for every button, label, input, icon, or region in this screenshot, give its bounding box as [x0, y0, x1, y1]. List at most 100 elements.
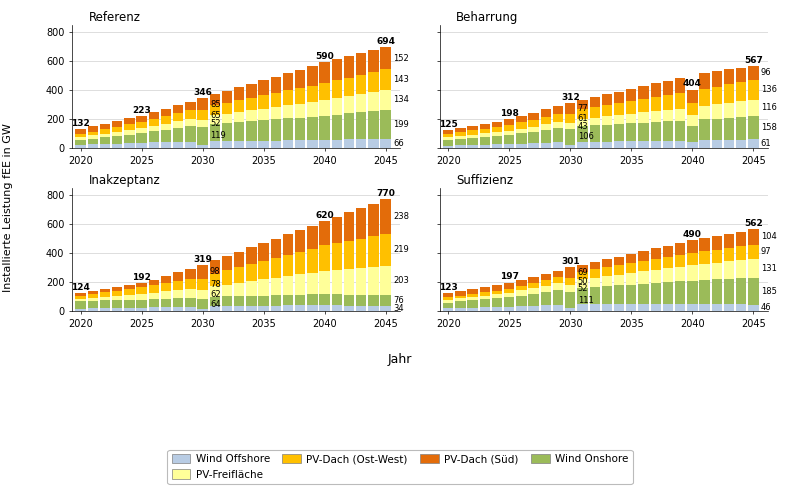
- Text: 52: 52: [578, 284, 588, 293]
- Bar: [75, 309, 86, 311]
- Bar: [614, 304, 624, 311]
- Bar: [332, 243, 342, 270]
- Bar: [198, 145, 208, 148]
- Bar: [381, 110, 391, 139]
- Bar: [332, 115, 342, 139]
- Bar: [467, 294, 478, 297]
- Bar: [185, 101, 195, 110]
- Bar: [650, 259, 661, 270]
- Bar: [344, 78, 354, 96]
- Text: 132: 132: [71, 119, 90, 128]
- Bar: [687, 281, 698, 304]
- Bar: [443, 140, 454, 146]
- Bar: [626, 285, 637, 304]
- Bar: [185, 110, 195, 119]
- Bar: [529, 132, 539, 143]
- Bar: [662, 304, 673, 311]
- Bar: [258, 295, 269, 306]
- Bar: [638, 123, 649, 141]
- Bar: [332, 305, 342, 311]
- Bar: [332, 294, 342, 305]
- Bar: [529, 126, 539, 132]
- Bar: [332, 270, 342, 294]
- Bar: [578, 100, 588, 110]
- Bar: [222, 296, 232, 306]
- Bar: [112, 144, 122, 148]
- Bar: [319, 246, 330, 271]
- Bar: [748, 66, 758, 80]
- Bar: [687, 240, 698, 253]
- Text: 490: 490: [683, 230, 702, 239]
- Bar: [614, 141, 624, 148]
- Bar: [222, 141, 232, 148]
- Bar: [675, 121, 686, 141]
- Bar: [504, 283, 514, 289]
- Bar: [455, 291, 466, 295]
- Bar: [381, 266, 391, 295]
- Bar: [516, 133, 526, 144]
- Bar: [270, 258, 281, 278]
- Bar: [699, 280, 710, 304]
- Bar: [736, 278, 746, 304]
- Bar: [149, 142, 159, 148]
- Bar: [356, 306, 366, 311]
- Bar: [173, 122, 183, 128]
- Bar: [455, 128, 466, 132]
- Bar: [662, 268, 673, 282]
- Bar: [319, 140, 330, 148]
- Bar: [638, 251, 649, 261]
- Bar: [480, 133, 490, 137]
- Bar: [590, 278, 600, 287]
- Bar: [748, 99, 758, 117]
- Bar: [492, 294, 502, 298]
- Bar: [699, 304, 710, 311]
- Bar: [748, 229, 758, 245]
- Text: 567: 567: [744, 56, 762, 65]
- Bar: [87, 139, 98, 144]
- Bar: [711, 280, 722, 304]
- Bar: [344, 294, 354, 306]
- Bar: [198, 299, 208, 309]
- Bar: [711, 249, 722, 262]
- Bar: [149, 119, 159, 126]
- Bar: [234, 267, 244, 283]
- Text: Suffizienz: Suffizienz: [456, 173, 514, 187]
- Bar: [234, 141, 244, 148]
- Bar: [443, 137, 454, 140]
- Bar: [136, 143, 146, 148]
- Bar: [295, 118, 306, 140]
- Bar: [136, 128, 146, 133]
- Bar: [185, 289, 195, 297]
- Bar: [307, 294, 318, 305]
- Text: 192: 192: [132, 273, 151, 282]
- Bar: [210, 124, 220, 141]
- Bar: [516, 144, 526, 148]
- Bar: [736, 101, 746, 117]
- Bar: [553, 277, 563, 283]
- Bar: [87, 131, 98, 135]
- Bar: [161, 142, 171, 148]
- Bar: [748, 278, 758, 304]
- Text: 319: 319: [193, 255, 212, 264]
- Bar: [75, 140, 86, 145]
- Text: 301: 301: [561, 257, 579, 266]
- Bar: [565, 114, 575, 123]
- Bar: [222, 256, 232, 270]
- Bar: [480, 295, 490, 299]
- Bar: [504, 293, 514, 297]
- Bar: [590, 262, 600, 270]
- Bar: [210, 105, 220, 115]
- Bar: [541, 143, 551, 148]
- Bar: [614, 256, 624, 265]
- Bar: [344, 212, 354, 241]
- Bar: [368, 204, 378, 236]
- Bar: [529, 306, 539, 311]
- Bar: [112, 136, 122, 144]
- Bar: [492, 127, 502, 132]
- Text: 119: 119: [210, 131, 226, 140]
- Bar: [87, 135, 98, 139]
- Bar: [222, 114, 232, 123]
- Bar: [295, 274, 306, 294]
- Bar: [283, 140, 294, 148]
- Bar: [332, 81, 342, 98]
